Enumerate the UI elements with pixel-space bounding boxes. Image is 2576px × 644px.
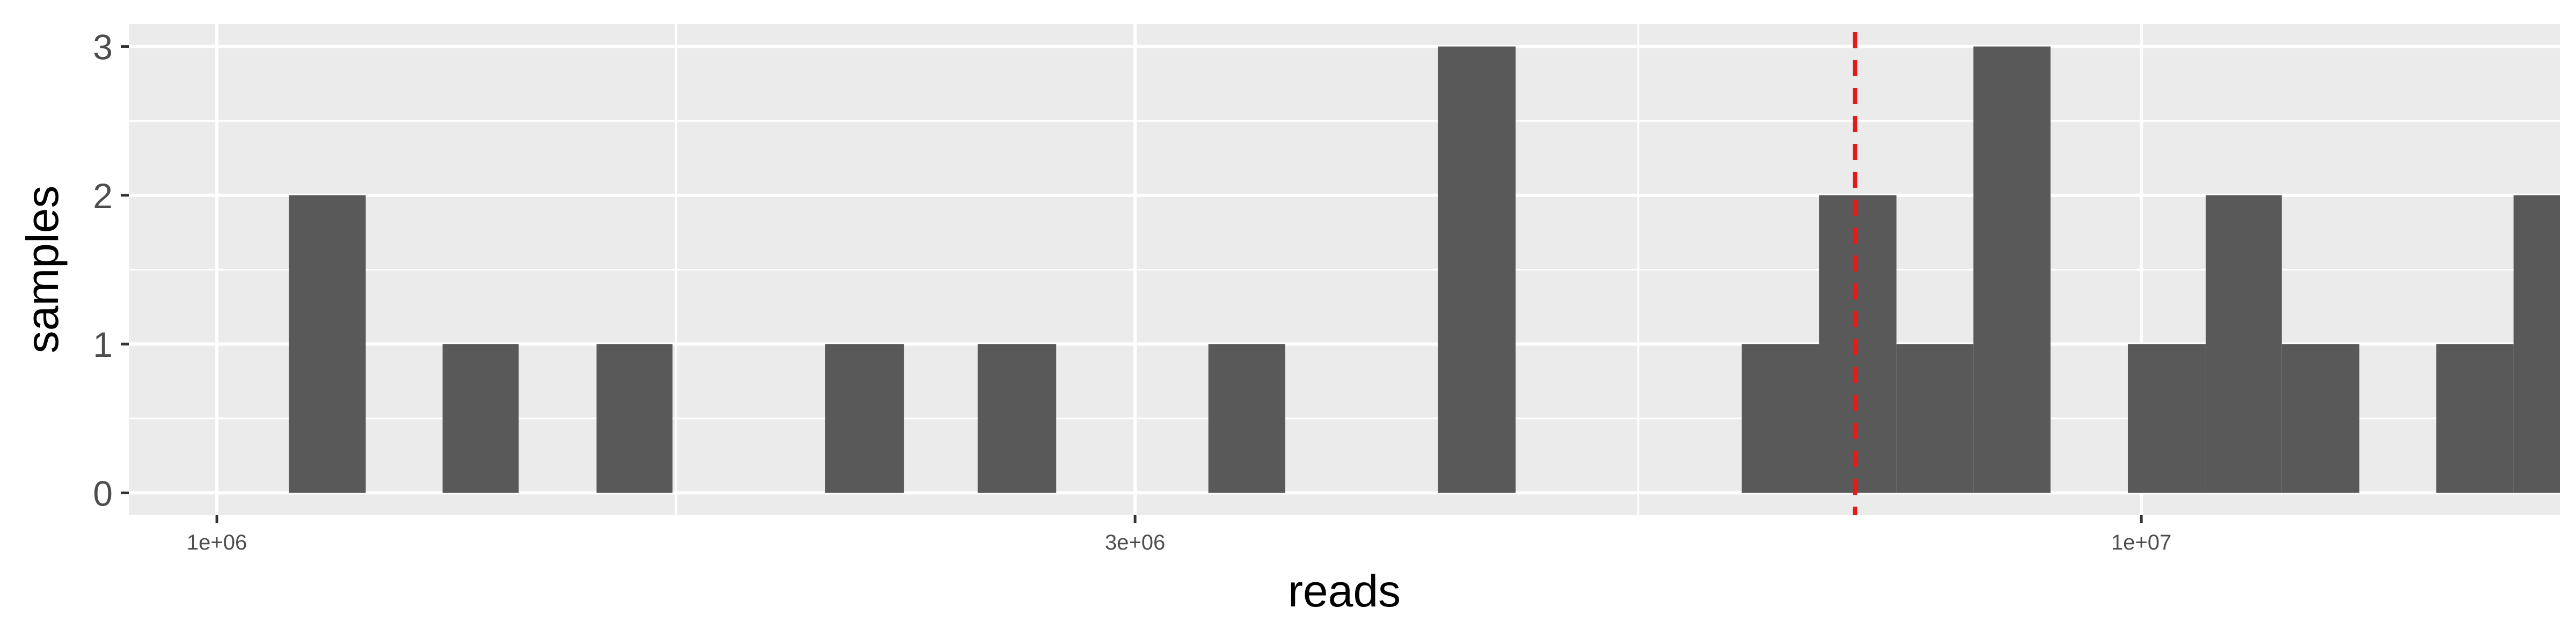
histogram-bar <box>2127 344 2206 493</box>
histogram-bar <box>596 344 673 493</box>
y-tick-label: 3 <box>93 27 113 67</box>
histogram-bar <box>1741 344 1819 493</box>
histogram-bar <box>1208 344 1285 493</box>
histogram-bar <box>1973 46 2051 493</box>
histogram-bar <box>2513 195 2560 493</box>
histogram-bar <box>442 344 519 493</box>
y-axis: 0 1 2 3 <box>93 27 129 513</box>
y-tick-label: 0 <box>93 473 113 513</box>
histogram-bar <box>2281 344 2360 493</box>
histogram-bar <box>1438 46 1516 493</box>
histogram-bar <box>825 344 904 493</box>
histogram-bar <box>289 195 366 493</box>
x-tick-label: 1e+07 <box>2111 531 2171 554</box>
x-tick-label: 3e+06 <box>1105 531 1165 554</box>
histogram-bar <box>1896 344 1974 493</box>
histogram-bar <box>1819 195 1897 493</box>
histogram-bar <box>2436 344 2514 493</box>
histogram-bar <box>977 344 1057 493</box>
y-tick-label: 1 <box>93 325 113 364</box>
y-axis-title: samples <box>17 186 68 354</box>
x-axis-title: reads <box>1288 566 1401 616</box>
y-tick-label: 2 <box>93 176 113 216</box>
x-tick-label: 1e+06 <box>187 531 247 554</box>
histogram-bar <box>2205 195 2282 493</box>
bars <box>289 46 2560 493</box>
x-axis: 1e+06 3e+06 1e+07 <box>187 515 2171 554</box>
